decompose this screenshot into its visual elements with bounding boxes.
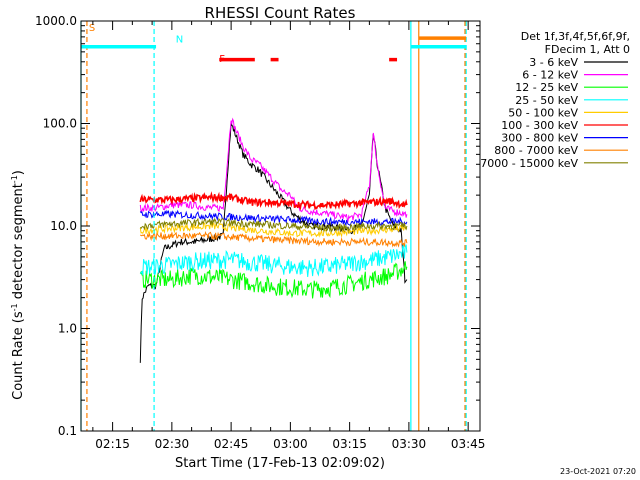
x-tick-label-5: 03:15 bbox=[332, 437, 367, 451]
legend: Det 1f,3f,4f,5f,6f,9f, FDecim 1, Att 0 3… bbox=[480, 30, 630, 170]
legend-label-7: 300 - 800 keV bbox=[501, 132, 578, 145]
series-line-7 bbox=[139, 209, 408, 227]
legend-label-8: 800 - 7000 keV bbox=[494, 144, 578, 157]
y-tick-label-4: 100.0 bbox=[43, 117, 77, 131]
flag-annotation-f: F bbox=[219, 54, 225, 65]
y-axis-label-superscript-1: -1 bbox=[10, 303, 19, 311]
y-axis-label-end: ) bbox=[11, 170, 26, 175]
x-tick-label-3: 02:45 bbox=[214, 437, 249, 451]
series-line-8 bbox=[140, 230, 408, 248]
flag-annotation-n: N bbox=[176, 34, 183, 45]
legend-label-9: 7000 - 15000 keV bbox=[480, 157, 578, 170]
y-tick-label-5: 1000.0 bbox=[35, 14, 77, 28]
series-line-9 bbox=[139, 217, 408, 233]
footer-timestamp: 23-Oct-2021 07:20 bbox=[560, 467, 636, 476]
flag-annotation-s: S bbox=[89, 23, 95, 34]
y-axis-label-superscript-2: -1 bbox=[10, 175, 19, 183]
legend-label-3: 12 - 25 keV bbox=[515, 81, 578, 94]
legend-label-5: 50 - 100 keV bbox=[508, 106, 578, 119]
legend-label-1: 3 - 6 keV bbox=[529, 56, 578, 69]
y-axis-label-main: Count Rate (s bbox=[11, 311, 26, 400]
chart-title: RHESSI Count Rates bbox=[205, 4, 356, 22]
legend-label-4: 25 - 50 keV bbox=[515, 94, 578, 107]
legend-header-line-2: FDecim 1, Att 0 bbox=[545, 43, 630, 56]
svg-text:Count Rate (s-1 detector segme: Count Rate (s-1 detector segment-1) bbox=[10, 170, 26, 400]
y-axis-label-middle: detector segment bbox=[11, 183, 26, 303]
legend-label-2: 6 - 12 keV bbox=[522, 69, 578, 82]
y-tick-label-2: 1.0 bbox=[58, 322, 77, 336]
legend-label-6: 100 - 300 keV bbox=[501, 119, 578, 132]
series-line-4 bbox=[139, 243, 408, 277]
x-tick-label-4: 03:00 bbox=[273, 437, 308, 451]
x-tick-label-6: 03:30 bbox=[392, 437, 427, 451]
x-tick-label-1: 02:15 bbox=[95, 437, 130, 451]
series-line-2 bbox=[139, 117, 408, 223]
x-tick-label-7: 03:45 bbox=[451, 437, 486, 451]
x-axis-label: Start Time (17-Feb-13 02:09:02) bbox=[175, 456, 385, 471]
y-tick-label-1: 0.1 bbox=[58, 424, 77, 438]
y-axis-label: Count Rate (s-1 detector segment-1) bbox=[10, 170, 26, 400]
y-tick-label-3: 10.0 bbox=[50, 219, 77, 233]
x-tick-label-2: 02:30 bbox=[155, 437, 190, 451]
legend-header-line-1: Det 1f,3f,4f,5f,6f,9f, bbox=[521, 30, 630, 43]
series-line-3 bbox=[139, 261, 408, 299]
plot-area: S N F 0.1 1.0 10.0 100.0 1000.0 02:15 02:30 02:45 0… bbox=[35, 14, 485, 451]
series-line-5 bbox=[139, 221, 408, 238]
series-line-6 bbox=[139, 191, 408, 211]
